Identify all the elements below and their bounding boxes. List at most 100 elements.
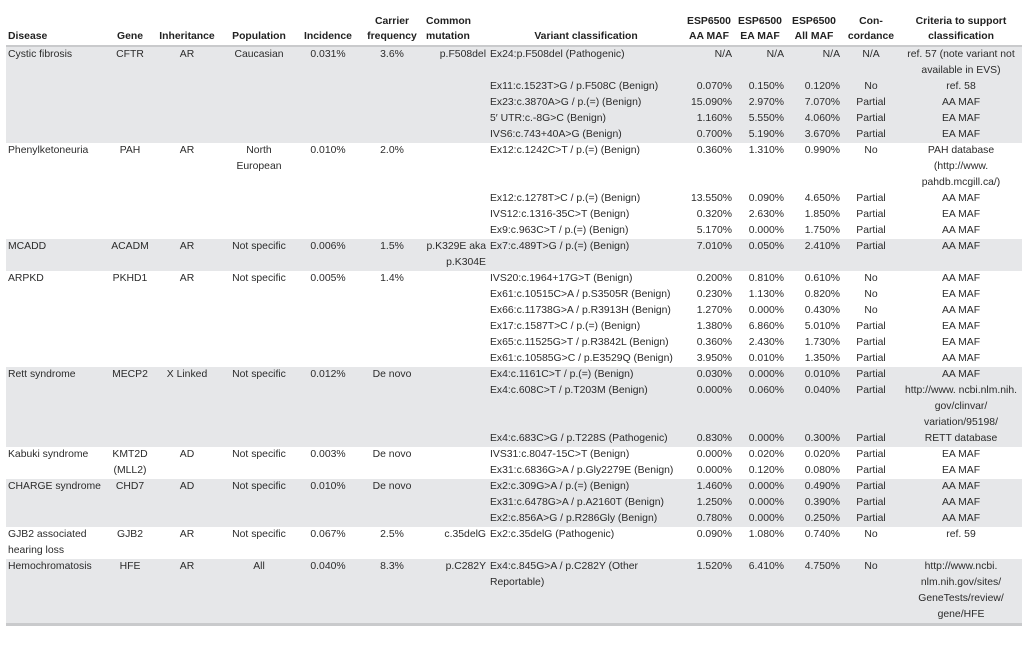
header-variant-classification: Variant classification	[488, 14, 684, 47]
all-maf-cell: N/A	[786, 46, 842, 79]
concordance-cell: Partial	[856, 225, 886, 236]
incidence-cell: 0.010%	[310, 145, 346, 156]
disease-cell: Cystic fibrosis	[6, 46, 108, 143]
header-inheritance: Inheritance	[152, 14, 222, 47]
aa-maf-cell: 1.460%	[684, 479, 734, 495]
disease-cell: CHARGE syndrome	[6, 479, 108, 527]
criteria-cell: EA MAF	[941, 337, 981, 348]
table-row: Ex61:c.10515C>A / p.S3505R (Benign) 0.230…	[6, 287, 1022, 303]
carrier-frequency-cell: De novo	[360, 367, 424, 447]
concordance-cell: Partial	[842, 95, 900, 111]
criteria-cell: PAH database (http://www. pahdb.mcgill.c…	[921, 145, 1001, 188]
concordance-cell: Partial	[856, 209, 886, 220]
variant-cell: Ex2:c.856A>G / p.R286Gly (Benign)	[488, 511, 684, 527]
criteria-cell: ref. 58	[900, 79, 1022, 95]
disease-group: ARPKD PKHD1 AR Not specific 0.005% 1.4% IVS20:…	[6, 271, 1022, 367]
inheritance-cell: AR	[179, 145, 195, 156]
disease-cell: Hemochromatosis	[6, 559, 108, 626]
carrier-frequency-cell: 3.6%	[360, 46, 424, 143]
variant-cell: IVS12:c.1316-35C>T (Benign)	[490, 209, 630, 220]
ea-maf-cell: 2.630%	[748, 209, 784, 220]
concordance-cell: Partial	[856, 449, 886, 460]
population-cell: Caucasian	[222, 46, 296, 143]
inheritance-cell: AD	[152, 479, 222, 527]
gene-cell: PKHD1	[112, 273, 148, 284]
variant-cell: Ex12:c.1242C>T / p.(=) (Benign)	[490, 145, 640, 156]
population-cell: Not specific	[222, 367, 296, 447]
all-maf-cell: 0.820%	[804, 289, 840, 300]
aa-maf-cell: 13.550%	[690, 193, 732, 204]
concordance-cell: Partial	[842, 495, 900, 511]
disease-cell: Rett syndrome	[6, 367, 108, 447]
carrier-frequency-cell: 1.5%	[360, 239, 424, 271]
aa-maf-cell: 0.200%	[696, 273, 732, 284]
all-maf-cell: 0.990%	[804, 145, 840, 156]
table-row: IVS12:c.1316-35C>T (Benign) 0.320% 2.630% 1…	[6, 207, 1022, 223]
variant-cell: IVS6:c.743+40A>G (Benign)	[488, 127, 684, 143]
disease-cell: ARPKD	[8, 273, 44, 284]
table-row: Kabuki syndrome KMT2D (MLL2) AD Not specifi…	[6, 447, 1022, 476]
variant-table: Disease Gene Inheritance Population Inci…	[6, 14, 1022, 626]
variant-cell: Ex17:c.1587T>C / p.(=) (Benign)	[490, 321, 641, 332]
incidence-cell: 0.006%	[296, 239, 360, 271]
aa-maf-cell: 0.780%	[684, 511, 734, 527]
concordance-cell: No	[864, 289, 878, 300]
all-maf-cell: 1.750%	[804, 225, 840, 236]
common-mutation-cell	[424, 367, 488, 447]
criteria-cell: AA MAF	[941, 353, 981, 364]
criteria-cell: http://www.ncbi. nlm.nih.gov/sites/ Gene…	[900, 559, 1022, 626]
concordance-cell: N/A	[842, 46, 900, 79]
ea-maf-cell: 0.000%	[734, 479, 786, 495]
incidence-cell: 0.005%	[310, 273, 346, 284]
inheritance-cell: AR	[152, 46, 222, 143]
gene-cell: KMT2D (MLL2)	[112, 449, 148, 476]
inheritance-cell: AR	[179, 273, 195, 284]
ea-maf-cell: 1.080%	[748, 529, 784, 540]
carrier-frequency-cell: 2.5%	[380, 529, 404, 540]
concordance-cell: No	[842, 559, 900, 626]
table-row: Ex2:c.856A>G / p.R286Gly (Benign) 0.780% 0…	[6, 511, 1022, 527]
concordance-cell: Partial	[842, 367, 900, 383]
aa-maf-cell: 0.830%	[684, 431, 734, 447]
ea-maf-cell: 0.150%	[734, 79, 786, 95]
carrier-frequency-cell: 8.3%	[360, 559, 424, 626]
concordance-cell: Partial	[842, 383, 900, 431]
variant-cell: Ex2:c.35delG (Pathogenic)	[490, 529, 615, 540]
variant-cell: Ex65:c.11525G>T / p.R3842L (Benign)	[490, 337, 669, 348]
concordance-cell: Partial	[856, 465, 886, 476]
all-maf-cell: 0.430%	[804, 305, 840, 316]
variant-cell: Ex11:c.1523T>G / p.F508C (Benign)	[488, 79, 684, 95]
aa-maf-cell: 5.170%	[696, 225, 732, 236]
table-row: Hemochromatosis HFE AR All 0.040% 8.3% p.C282Y…	[6, 559, 1022, 626]
header-common-mutation: Common mutation	[424, 14, 488, 47]
disease-group: MCADD ACADM AR Not specific 0.006% 1.5% p.K329…	[6, 239, 1022, 271]
disease-cell: Phenylketoneuria	[8, 145, 89, 156]
criteria-cell: EA MAF	[900, 127, 1022, 143]
inheritance-cell: AD	[179, 449, 195, 460]
aa-maf-cell: 15.090%	[684, 95, 734, 111]
variant-cell: Ex4:c.608C>T / p.T203M (Benign)	[488, 383, 684, 431]
table-row: Phenylketoneuria PAH AR North European 0.010…	[6, 143, 1022, 191]
common-mutation-cell	[424, 271, 488, 367]
disease-cell: GJB2 associated hearing loss	[8, 529, 87, 556]
table-row: Ex65:c.11525G>T / p.R3842L (Benign) 0.360…	[6, 335, 1022, 351]
population-cell: Not specific	[232, 529, 286, 540]
aa-maf-cell: 1.380%	[696, 321, 732, 332]
incidence-cell: 0.067%	[310, 529, 346, 540]
population-cell: Not specific	[222, 239, 296, 271]
aa-maf-cell: 0.030%	[684, 367, 734, 383]
aa-maf-cell: 0.230%	[696, 289, 732, 300]
criteria-cell: AA MAF	[900, 367, 1022, 383]
table-row: Rett syndrome MECP2 X Linked Not specific 0.…	[6, 367, 1022, 447]
criteria-cell: EA MAF	[941, 449, 981, 460]
aa-maf-cell: 1.160%	[684, 111, 734, 127]
all-maf-cell: 0.120%	[786, 79, 842, 95]
table-row: CHARGE syndrome CHD7 AD Not specific 0.010% D…	[6, 479, 1022, 527]
concordance-cell: Partial	[856, 353, 886, 364]
table-row: Ex61:c.10585G>C / p.E3529Q (Benign) 3.950…	[6, 351, 1022, 367]
header-criteria: Criteria to support classification	[900, 14, 1022, 47]
all-maf-cell: 0.300%	[786, 431, 842, 447]
population-cell: Not specific	[222, 479, 296, 527]
carrier-frequency-cell: 1.4%	[380, 273, 404, 284]
ea-maf-cell: 0.000%	[734, 367, 786, 383]
